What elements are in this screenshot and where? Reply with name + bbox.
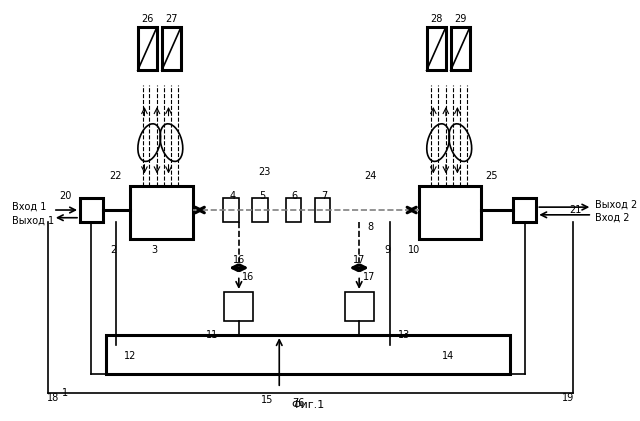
Text: 4: 4 — [230, 191, 236, 200]
Text: 1: 1 — [63, 388, 68, 398]
Text: 16: 16 — [243, 272, 255, 282]
Text: 76: 76 — [292, 397, 305, 408]
Text: 13: 13 — [398, 330, 411, 340]
Text: 11: 11 — [205, 330, 218, 340]
Text: 17: 17 — [363, 272, 375, 282]
Text: 23: 23 — [259, 166, 271, 176]
Bar — [513, 198, 536, 221]
Text: 10: 10 — [408, 245, 420, 256]
Text: 27: 27 — [165, 14, 178, 24]
Text: 20: 20 — [60, 191, 72, 200]
Text: Выход 2: Выход 2 — [595, 199, 637, 209]
Bar — [451, 27, 470, 70]
Bar — [315, 198, 330, 221]
Text: Фиг.1: Фиг.1 — [292, 400, 324, 410]
Text: 22: 22 — [109, 171, 122, 181]
Text: 9: 9 — [384, 245, 390, 256]
Bar — [225, 292, 253, 321]
Bar — [138, 27, 157, 70]
Text: 16: 16 — [233, 255, 245, 265]
Text: 3: 3 — [151, 245, 157, 256]
Bar — [223, 198, 239, 221]
Bar — [427, 27, 446, 70]
Text: 25: 25 — [485, 171, 497, 181]
Text: 8: 8 — [367, 222, 374, 232]
Text: 19: 19 — [562, 393, 574, 403]
Text: Вход 2: Вход 2 — [595, 213, 630, 223]
Text: 26: 26 — [141, 14, 154, 24]
Text: 18: 18 — [47, 393, 59, 403]
Text: Выход 1: Выход 1 — [12, 216, 54, 226]
Bar — [162, 27, 181, 70]
Text: 21: 21 — [570, 205, 582, 215]
Bar — [345, 292, 374, 321]
Bar — [419, 186, 481, 239]
Text: 2: 2 — [111, 245, 116, 256]
Text: 28: 28 — [430, 14, 442, 24]
Text: 29: 29 — [454, 14, 467, 24]
Text: 7: 7 — [321, 191, 328, 200]
Bar — [106, 335, 510, 374]
Bar — [252, 198, 268, 221]
Text: 24: 24 — [365, 171, 377, 181]
Text: 6: 6 — [292, 191, 298, 200]
Bar — [130, 186, 193, 239]
Text: 17: 17 — [353, 255, 365, 265]
Text: 15: 15 — [260, 395, 273, 405]
Text: 12: 12 — [124, 352, 136, 361]
Text: 5: 5 — [259, 191, 265, 200]
Bar — [80, 198, 103, 221]
Bar — [286, 198, 301, 221]
Text: 14: 14 — [442, 352, 454, 361]
Text: Вход 1: Вход 1 — [12, 202, 46, 212]
